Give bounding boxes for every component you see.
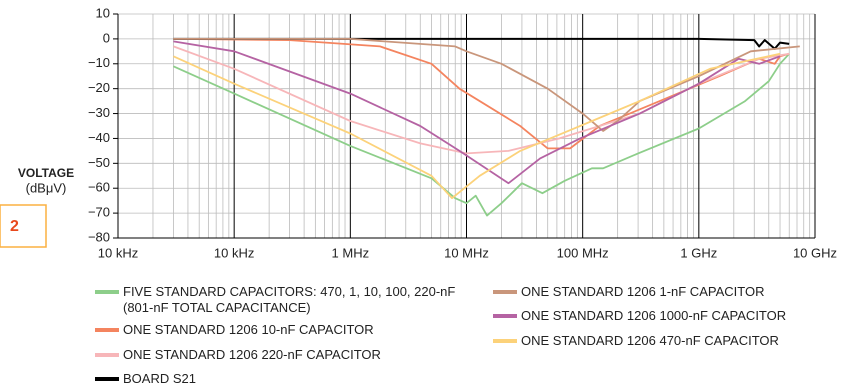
legend-item: ONE STANDARD 1206 1-nF CAPACITOR bbox=[493, 284, 833, 300]
figure-badge bbox=[0, 204, 47, 248]
legend-swatch bbox=[493, 314, 517, 318]
legend-label: ONE STANDARD 1206 470-nF CAPACITOR bbox=[521, 333, 779, 348]
legend-item: ONE STANDARD 1206 1000-nF CAPACITOR bbox=[493, 308, 833, 324]
x-tick-label: 1 GHz bbox=[680, 245, 717, 260]
series-line bbox=[173, 37, 790, 50]
y-tick-label: 10 bbox=[96, 5, 110, 20]
x-tick-label: 1 MHz bbox=[332, 245, 370, 260]
y-tick-label: 0 bbox=[103, 30, 110, 45]
series-line bbox=[173, 38, 800, 132]
legend-item: FIVE STANDARD CAPACITORS: 470, 1, 10, 10… bbox=[95, 284, 485, 316]
figure-label: 2 bbox=[10, 218, 19, 235]
legend-label: BOARD S21 bbox=[123, 371, 196, 386]
y-tick-label: −50 bbox=[88, 155, 110, 170]
y-tick-label: −80 bbox=[88, 229, 110, 244]
legend-swatch bbox=[95, 353, 119, 357]
x-tick-label: 10 kHz bbox=[98, 245, 138, 260]
y-tick-label: −20 bbox=[88, 80, 110, 95]
x-tick-label: 10 kHz bbox=[214, 245, 254, 260]
y-tick-label: −30 bbox=[88, 105, 110, 120]
series-line bbox=[173, 38, 790, 150]
legend-swatch bbox=[95, 377, 119, 381]
series-line bbox=[173, 52, 781, 200]
legend-swatch bbox=[95, 290, 119, 294]
legend-label: ONE STANDARD 1206 1-nF CAPACITOR bbox=[521, 284, 765, 299]
series-line bbox=[173, 40, 781, 185]
y-tick-label: −10 bbox=[88, 55, 110, 70]
legend-item: ONE STANDARD 1206 470-nF CAPACITOR bbox=[493, 333, 833, 349]
y-axis-unit: (dBμV) bbox=[26, 180, 67, 195]
legend-label: ONE STANDARD 1206 1000-nF CAPACITOR bbox=[521, 308, 787, 323]
x-tick-label: 100 MHz bbox=[557, 245, 609, 260]
x-tick-label: 10 MHz bbox=[444, 245, 489, 260]
legend-label: ONE STANDARD 1206 220-nF CAPACITOR bbox=[123, 347, 381, 362]
x-tick-label: 10 GHz bbox=[793, 245, 837, 260]
legend-label: ONE STANDARD 1206 10-nF CAPACITOR bbox=[123, 322, 374, 337]
legend-swatch bbox=[493, 290, 517, 294]
legend-item: BOARD S21 bbox=[95, 371, 435, 387]
y-tick-label: −40 bbox=[88, 130, 110, 145]
legend-label: FIVE STANDARD CAPACITORS: 470, 1, 10, 10… bbox=[123, 284, 456, 315]
y-tick-label: −70 bbox=[88, 205, 110, 220]
series-line bbox=[173, 45, 790, 155]
legend-item: ONE STANDARD 1206 220-nF CAPACITOR bbox=[95, 347, 435, 363]
y-axis-label: VOLTAGE bbox=[18, 166, 74, 180]
legend-swatch bbox=[95, 328, 119, 332]
series-line bbox=[173, 53, 790, 217]
legend-swatch bbox=[493, 339, 517, 343]
y-tick-label: −60 bbox=[88, 180, 110, 195]
legend-item: ONE STANDARD 1206 10-nF CAPACITOR bbox=[95, 322, 435, 338]
